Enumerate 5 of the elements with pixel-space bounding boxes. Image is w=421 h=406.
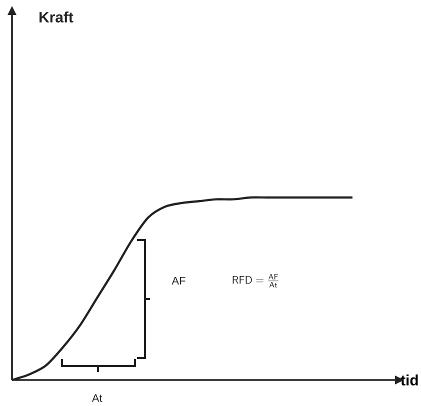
- x-axis-title: tid: [400, 374, 418, 386]
- text: Kraft: [40, 12, 74, 22]
- annotation: AF: [172, 276, 186, 284]
- annotation: $\mathsf{RFD} = \frac{\mathsf{AF}}{\mathsf{At}}$: [232, 274, 278, 288]
- text: At: [92, 394, 102, 402]
